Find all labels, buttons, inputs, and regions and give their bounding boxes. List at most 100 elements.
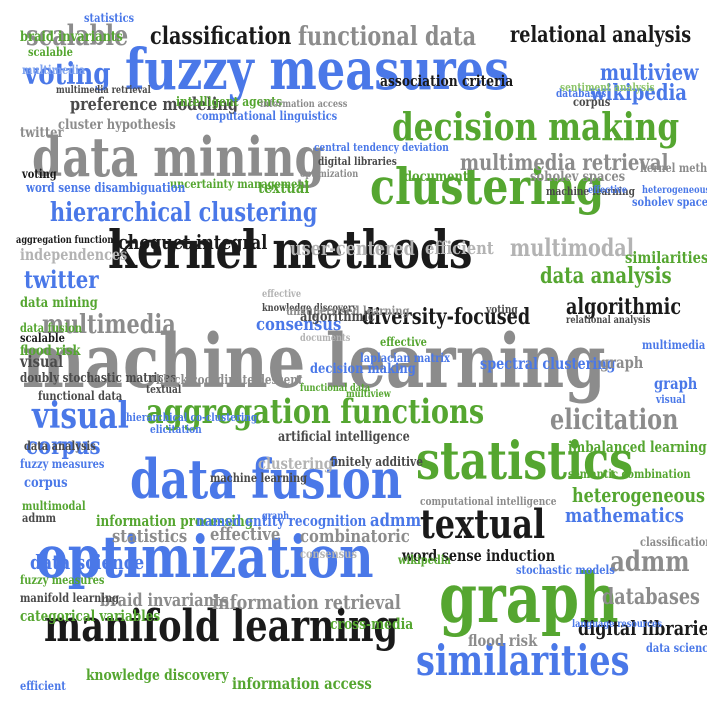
cloud-word: multiview <box>600 60 699 86</box>
cloud-word: data analysis <box>540 263 672 289</box>
cloud-word: textual <box>420 501 546 548</box>
cloud-word: data mining <box>20 295 98 311</box>
cloud-word: graph <box>600 353 644 372</box>
cloud-word: multimedia <box>22 63 86 77</box>
cloud-word: language resources <box>572 619 662 630</box>
cloud-word: computational intelligence <box>420 495 557 508</box>
cloud-word: wikipedia <box>590 80 687 106</box>
cloud-word: multimodal <box>510 233 635 262</box>
cloud-word: knowledge discovery <box>86 666 229 684</box>
cloud-word: similarities <box>625 248 707 267</box>
cloud-word: documents <box>300 333 351 344</box>
cloud-word: effective <box>210 524 281 545</box>
cloud-word: kernel methods <box>108 220 473 281</box>
cloud-word: databases <box>556 87 607 100</box>
cloud-word: cross-media <box>330 615 414 633</box>
cloud-word: algorithmic <box>300 309 376 325</box>
cloud-word: graph <box>654 374 698 393</box>
cloud-word: information access <box>260 99 348 110</box>
cloud-word: graph <box>439 559 619 639</box>
cloud-word: imbalanced learning <box>568 438 707 456</box>
cloud-word: optimization <box>36 523 374 591</box>
cloud-word: sentiment analysis <box>560 81 655 94</box>
cloud-word: relational analysis <box>566 315 651 326</box>
cloud-word: soholev spaces <box>632 195 707 209</box>
cloud-word: braid invariants <box>100 590 229 611</box>
cloud-word: visual <box>20 352 64 371</box>
cloud-word: elicitation <box>550 403 679 436</box>
cloud-word: multimedia <box>42 310 176 340</box>
cloud-word: combinatoric <box>300 526 410 547</box>
cloud-word: similarities <box>416 636 630 685</box>
cloud-word: elicitation <box>150 423 202 436</box>
cloud-word: data mining <box>32 125 325 189</box>
cloud-word: clustering <box>370 157 605 216</box>
cloud-word: independences <box>20 245 128 264</box>
cloud-word: data fusion <box>130 447 403 511</box>
cloud-word: algorithmic <box>566 294 682 320</box>
cloud-word: hierarchical co-clustering <box>126 411 258 424</box>
cloud-word: knowledge discovery <box>262 303 358 314</box>
cloud-word: textual <box>258 178 310 197</box>
cloud-word: manifold learning <box>20 591 120 605</box>
cloud-word: admm <box>610 545 690 578</box>
cloud-word: statistics <box>84 11 135 25</box>
cloud-word: admm <box>370 510 422 531</box>
cloud-word: voting <box>22 167 57 181</box>
cloud-word: scalable <box>26 19 129 52</box>
cloud-word: computational linguistics <box>196 109 338 123</box>
cloud-word: preference modeling <box>70 94 238 115</box>
cloud-word: manifold learning <box>44 601 399 652</box>
cloud-word: unsupervised learning <box>286 304 410 318</box>
cloud-word: data fusion <box>20 321 82 335</box>
cloud-word: doubly stochastic matrices <box>20 371 177 386</box>
cloud-word: statistics <box>112 526 188 547</box>
cloud-word: visual <box>32 395 129 437</box>
cloud-word: voting <box>486 303 518 316</box>
cloud-word: data science <box>30 550 145 574</box>
cloud-word: scalable <box>28 45 73 59</box>
cloud-word: stochastic models <box>516 563 615 577</box>
cloud-word: graph <box>262 511 290 522</box>
cloud-word: fuzzy measures <box>20 573 105 587</box>
cloud-word: braid invariants <box>20 29 123 45</box>
cloud-word: consensus <box>300 547 357 561</box>
cloud-word: laplacian matrix <box>360 351 450 365</box>
cloud-word: corpus <box>24 475 68 491</box>
cloud-word: central tendency deviation <box>314 141 449 154</box>
cloud-word: multiview <box>346 389 391 400</box>
cloud-word: statistics <box>416 431 634 492</box>
cloud-word: uncertainty management <box>170 177 310 191</box>
cloud-word: information processing <box>96 512 254 530</box>
cloud-word: functional data <box>38 389 123 403</box>
cloud-word: multimedia retrieval <box>460 150 669 176</box>
cloud-word: named entity recognition <box>196 512 367 530</box>
cloud-word: wikipedia <box>398 553 451 567</box>
cloud-word: aggregation functions <box>16 235 118 246</box>
cloud-word: corpus <box>573 95 611 109</box>
cloud-word: machine learning <box>210 471 308 485</box>
cloud-word: data science <box>646 641 707 655</box>
cloud-word: intelligent agents <box>176 95 283 110</box>
cloud-word: aggregation functions <box>146 392 485 432</box>
cloud-word: decision making <box>310 361 416 377</box>
cloud-word: documents <box>404 169 475 185</box>
cloud-word: information access <box>232 674 372 693</box>
cloud-word: clustering <box>258 454 333 473</box>
cloud-word: artificial intelligence <box>278 429 410 445</box>
cloud-word: word sense disambiguation <box>26 181 186 196</box>
cloud-word: digital libraries <box>578 616 707 640</box>
cloud-word: association criteria <box>380 72 514 90</box>
cloud-word: visual <box>656 393 686 406</box>
cloud-word: admm <box>22 511 57 525</box>
cloud-word: digital libraries <box>318 155 397 168</box>
cloud-word: mathematics <box>565 503 684 527</box>
cloud-word: data analysis <box>24 439 96 453</box>
cloud-word: finitely additive <box>330 455 424 470</box>
cloud-word: optimization <box>300 169 359 180</box>
cloud-word: scalable <box>20 331 65 345</box>
cloud-word: hierarchical clustering <box>50 198 318 228</box>
cloud-word: word sense induction <box>402 546 556 565</box>
cloud-word: multimedia <box>642 338 706 352</box>
